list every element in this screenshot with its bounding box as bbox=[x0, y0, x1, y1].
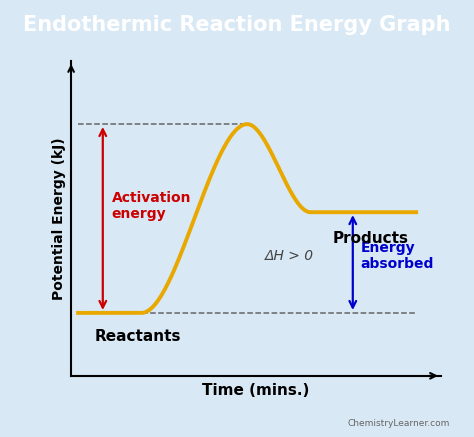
Text: Activation
energy: Activation energy bbox=[111, 191, 191, 221]
Text: ΔH > 0: ΔH > 0 bbox=[265, 249, 314, 263]
Text: Energy
absorbed: Energy absorbed bbox=[361, 241, 434, 271]
Text: ChemistryLearner.com: ChemistryLearner.com bbox=[348, 419, 450, 428]
X-axis label: Time (mins.): Time (mins.) bbox=[202, 383, 310, 398]
Text: Products: Products bbox=[332, 231, 409, 246]
Y-axis label: Potential Energy (kJ): Potential Energy (kJ) bbox=[52, 137, 65, 300]
Text: Reactants: Reactants bbox=[95, 329, 181, 343]
Text: Endothermic Reaction Energy Graph: Endothermic Reaction Energy Graph bbox=[23, 15, 451, 35]
